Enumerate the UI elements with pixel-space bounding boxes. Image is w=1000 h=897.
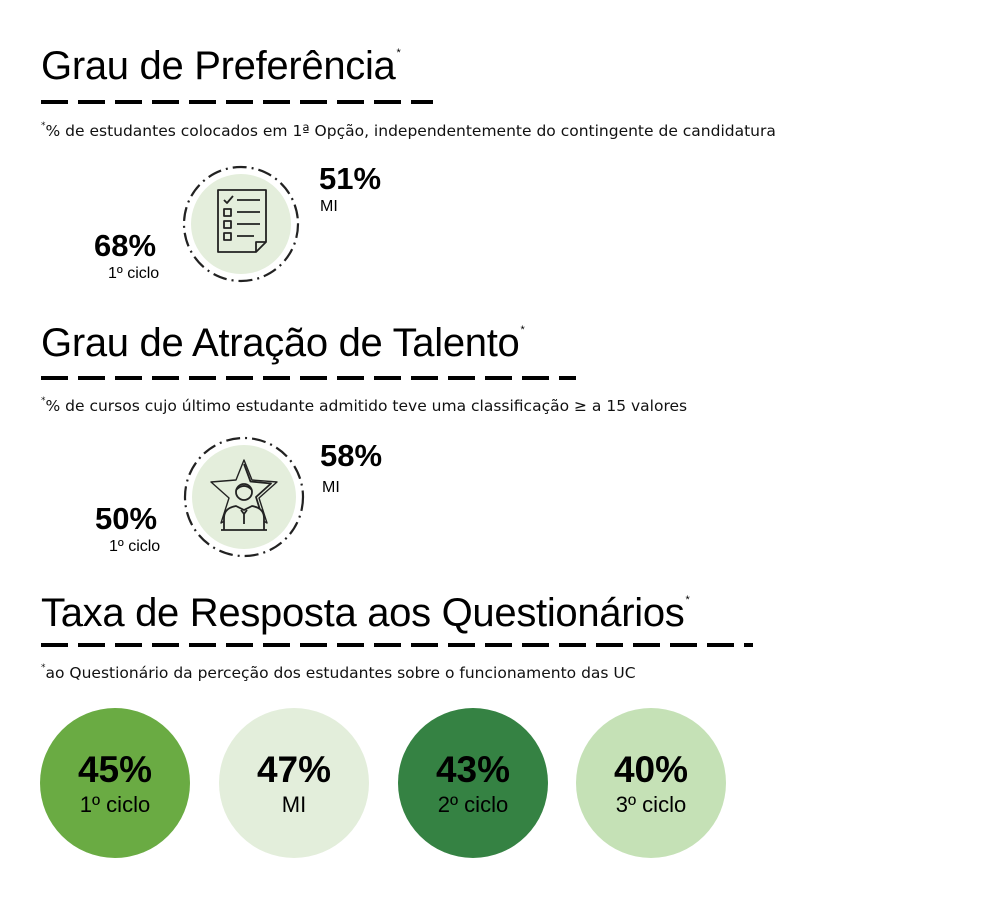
rate-circle-3ciclo: 40% 3º ciclo (576, 708, 726, 858)
rate-label: 2º ciclo (437, 791, 509, 817)
rate-value: 40% (613, 748, 689, 790)
talent-note-asterisk: * (41, 396, 46, 406)
talent-stat-1ciclo-label: 1º ciclo (109, 538, 161, 555)
preference-stat-1ciclo-label: 1º ciclo (108, 265, 160, 282)
preference-icon-badge (182, 165, 300, 283)
preference-note: *% de estudantes colocados em 1ª Opção, … (41, 121, 776, 140)
rate-label: 1º ciclo (79, 791, 151, 817)
preference-dashed-ring (182, 165, 300, 283)
preference-dashed-underline (41, 100, 433, 104)
response-dashed-underline (41, 643, 753, 647)
rate-label: 3º ciclo (615, 791, 687, 817)
talent-stat-mi-value: 58% (320, 438, 383, 473)
talent-icon-badge (183, 436, 305, 558)
preference-title-asterisk: * (396, 47, 401, 59)
response-note-text: ao Questionário da perceção dos estudant… (45, 664, 636, 682)
rate-value: 45% (77, 748, 153, 790)
talent-title-asterisk: * (520, 324, 525, 336)
star-person-icon (210, 459, 278, 531)
talent-title-text: Grau de Atração de Talento (41, 321, 520, 365)
rate-value: 47% (256, 748, 332, 790)
preference-stat-mi-label: MI (320, 198, 338, 215)
checklist-document-icon (217, 189, 267, 253)
talent-dashed-ring (183, 436, 305, 558)
talent-dashed-underline (41, 376, 576, 380)
talent-title: Grau de Atração de Talento* (41, 321, 525, 365)
rate-value: 43% (435, 748, 511, 790)
talent-note: *% de cursos cujo último estudante admit… (41, 396, 688, 415)
response-title-text: Taxa de Resposta aos Questionários (41, 591, 685, 635)
response-note-asterisk: * (41, 663, 46, 673)
rate-circle-2ciclo: 43% 2º ciclo (398, 708, 548, 858)
preference-note-text: % de estudantes colocados em 1ª Opção, i… (45, 122, 776, 140)
talent-stat-1ciclo-value: 50% (95, 501, 158, 536)
response-note: *ao Questionário da perceção dos estudan… (41, 663, 636, 682)
rate-circle-1ciclo: 45% 1º ciclo (40, 708, 190, 858)
response-title: Taxa de Resposta aos Questionários* (41, 593, 690, 633)
preference-title: Grau de Preferência* (41, 44, 401, 88)
talent-note-text: % de cursos cujo último estudante admiti… (45, 397, 688, 415)
talent-stat-mi-label: MI (322, 479, 340, 496)
rate-label: MI (281, 791, 307, 817)
preference-stat-1ciclo-value: 68% (94, 228, 157, 263)
preference-note-asterisk: * (41, 121, 46, 131)
preference-stat-mi-value: 51% (319, 161, 382, 196)
preference-title-text: Grau de Preferência (41, 44, 396, 88)
response-title-asterisk: * (685, 594, 690, 606)
rate-circle-mi: 47% MI (219, 708, 369, 858)
